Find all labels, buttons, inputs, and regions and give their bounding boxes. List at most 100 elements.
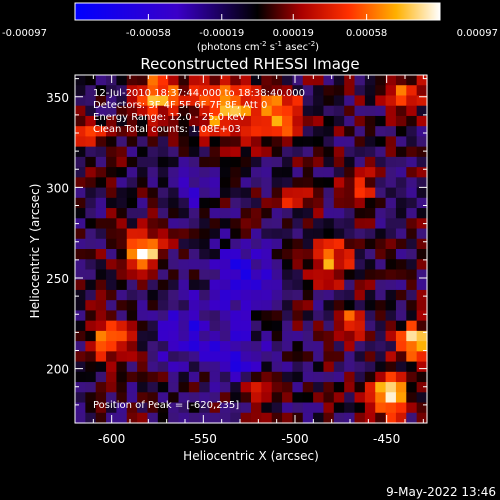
heatmap-cell (157, 238, 169, 250)
heatmap-cell (126, 320, 138, 332)
heatmap-cell (261, 95, 273, 107)
heatmap-cell (313, 146, 325, 158)
heatmap-cell (323, 402, 335, 414)
heatmap-cell (364, 341, 376, 352)
heatmap-cell (375, 361, 387, 373)
heatmap-cell (395, 167, 407, 178)
heatmap-cell (199, 136, 211, 148)
heatmap-cell (271, 300, 283, 312)
heatmap-cell (375, 320, 387, 332)
heatmap-cell (85, 126, 97, 138)
heatmap-cell (416, 146, 428, 158)
heatmap-cell (344, 146, 356, 158)
colorbar-ticks: -0.00097 -0.00058 -0.00019 0.00019 0.00058 0.… (2, 14, 498, 39)
heatmap-cell (395, 126, 407, 138)
heatmap-cell (178, 259, 190, 271)
heatmap-cell (178, 382, 190, 393)
heatmap-cell (251, 156, 262, 168)
heatmap-cell (147, 115, 159, 127)
heatmap-cell (323, 371, 335, 383)
heatmap-cell (333, 371, 345, 383)
heatmap-cell (75, 136, 86, 148)
heatmap-cell (116, 85, 128, 97)
heatmap-cell (157, 228, 169, 240)
heatmap-cell (147, 351, 159, 363)
heatmap-cell (199, 402, 211, 414)
heatmap-cell (178, 115, 190, 127)
heatmap-cell (385, 177, 397, 189)
heatmap-cell (95, 197, 107, 209)
annotation-block: 12-Jul-2010 18:37:44.000 to 18:38:40.000… (93, 88, 305, 135)
heatmap-cell (178, 187, 190, 199)
heatmap-cell (416, 371, 428, 383)
peak-position-label: Position of Peak = [-620,235] (93, 400, 239, 411)
heatmap-cell (375, 208, 387, 219)
heatmap-cell (178, 208, 190, 219)
heatmap-cell (209, 300, 221, 312)
heatmap-cell (75, 238, 86, 250)
heatmap-cell (375, 126, 387, 138)
heatmap-cell (85, 249, 97, 260)
heatmap-cell (240, 320, 252, 332)
heatmap-cell (364, 105, 376, 117)
heatmap-cell (209, 371, 221, 383)
heatmap-cell (354, 95, 366, 107)
heatmap-cell (416, 238, 428, 250)
heatmap-cell (385, 238, 397, 250)
heatmap-cell (95, 136, 107, 148)
heatmap-cell (282, 259, 294, 271)
heatmap-cell (126, 146, 138, 158)
heatmap-cell (282, 167, 294, 178)
heatmap-cell (344, 177, 356, 189)
heatmap-cell (85, 289, 97, 301)
heatmap-cell (302, 187, 314, 199)
heatmap-cell (147, 330, 159, 342)
heatmap-cell (282, 85, 294, 97)
heatmap-cell (219, 197, 231, 209)
heatmap-cell (199, 361, 211, 373)
heatmap-cell (116, 341, 128, 352)
heatmap-cell (251, 249, 262, 260)
heatmap-cell (282, 351, 294, 363)
heatmap-cell (354, 259, 366, 271)
heatmap-cell (137, 279, 149, 291)
heatmap-cell (240, 238, 252, 250)
heatmap-cell (240, 177, 252, 189)
heatmap-cell (209, 75, 221, 86)
heatmap-cell (95, 310, 107, 322)
heatmap-cell (344, 259, 356, 271)
heatmap-cell (137, 126, 149, 138)
heatmap-cell (375, 228, 387, 240)
heatmap-cell (157, 279, 169, 291)
heatmap-cell (106, 341, 118, 352)
heatmap-cell (261, 361, 273, 373)
heatmap-cell (209, 341, 221, 352)
heatmap-cell (354, 402, 366, 414)
heatmap-cell (85, 320, 97, 332)
heatmap-cell (137, 85, 149, 97)
heatmap-cell (282, 208, 294, 219)
heatmap-cell (323, 330, 335, 342)
heatmap-cell (178, 228, 190, 240)
heatmap-cell (395, 269, 407, 281)
heatmap-cell (302, 371, 314, 383)
heatmap-cell (209, 197, 221, 209)
heatmap-cell (323, 412, 335, 424)
heatmap-cell (95, 156, 107, 168)
heatmap-cell (344, 228, 356, 240)
heatmap-cell (323, 156, 335, 168)
heatmap-cell (302, 238, 314, 250)
heatmap-cell (230, 208, 242, 219)
heatmap-cell (323, 105, 335, 117)
heatmap-cell (385, 218, 397, 230)
heatmap-cell (282, 300, 294, 312)
heatmap-cell (261, 218, 273, 230)
heatmap-cell (116, 371, 128, 383)
heatmap-cell (188, 269, 200, 281)
heatmap-cell (271, 156, 283, 168)
heatmap-cell (85, 341, 97, 352)
heatmap-cell (95, 167, 107, 178)
heatmap-cell (157, 341, 169, 352)
heatmap-cell (271, 371, 283, 383)
heatmap-cell (292, 177, 304, 189)
